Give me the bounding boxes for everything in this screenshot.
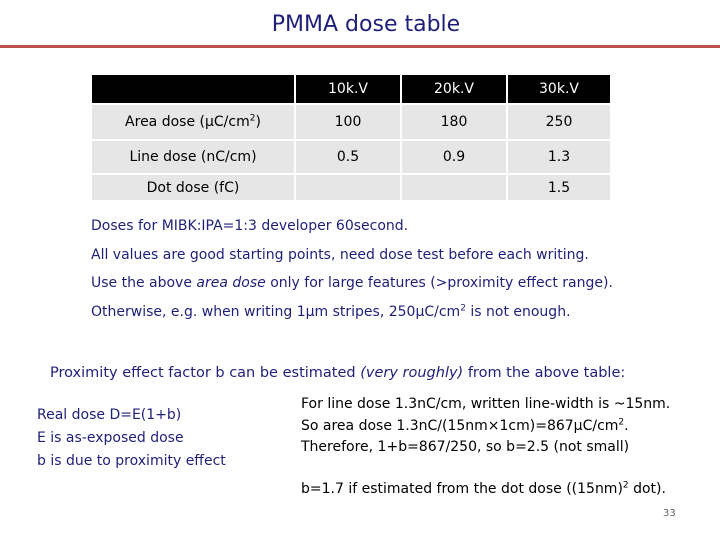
row-label: Dot dose (fC): [92, 175, 294, 200]
table-cell: 0.9: [402, 141, 506, 173]
definition-line: Real dose D=E(1+b): [37, 407, 182, 423]
page-number: 33: [663, 508, 676, 519]
title-divider: [0, 45, 720, 48]
definition-line: E is as-exposed dose: [37, 430, 184, 446]
note-line: Use the above area dose only for large f…: [91, 275, 613, 291]
row-label: Area dose (μC/cm2): [92, 105, 294, 139]
explanation-line: Therefore, 1+b=867/250, so b=2.5 (not sm…: [301, 439, 630, 455]
proximity-heading: Proximity effect factor b can be estimat…: [50, 365, 626, 381]
table-header-cell: [92, 75, 294, 103]
table-cell: [402, 175, 506, 200]
table-header-cell: 20k.V: [402, 75, 506, 103]
note-line: Otherwise, e.g. when writing 1μm stripes…: [91, 302, 571, 320]
row-label: Line dose (nC/cm): [92, 141, 294, 173]
real-dose-definition: Real dose D=E(1+b) E is as-exposed dose …: [37, 404, 226, 473]
notes-block: Doses for MIBK:IPA=1:3 developer 60secon…: [91, 212, 613, 326]
table-header-row: 10k.V 20k.V 30k.V: [92, 75, 610, 103]
dose-table: 10k.V 20k.V 30k.V Area dose (μC/cm2) 100…: [90, 73, 612, 202]
table-cell: 180: [402, 105, 506, 139]
dot-dose-estimate: b=1.7 if estimated from the dot dose ((1…: [301, 480, 666, 497]
definition-line: b is due to proximity effect: [37, 453, 226, 469]
line-dose-explanation: For line dose 1.3nC/cm, written line-wid…: [301, 394, 670, 459]
table-cell: 100: [296, 105, 400, 139]
table-cell: 1.5: [508, 175, 610, 200]
note-line: Doses for MIBK:IPA=1:3 developer 60secon…: [91, 218, 409, 234]
explanation-line: For line dose 1.3nC/cm, written line-wid…: [301, 396, 671, 412]
table-cell: 1.3: [508, 141, 610, 173]
table-cell: 0.5: [296, 141, 400, 173]
table-row: Line dose (nC/cm) 0.5 0.9 1.3: [92, 141, 610, 173]
table-row: Dot dose (fC) 1.5: [92, 175, 610, 200]
table-cell: 250: [508, 105, 610, 139]
note-line: All values are good starting points, nee…: [91, 246, 589, 263]
table-row: Area dose (μC/cm2) 100 180 250: [92, 105, 610, 139]
explanation-line: So area dose 1.3nC/(15nm×1cm)=867μC/cm2.: [301, 416, 629, 434]
table-cell: [296, 175, 400, 200]
page-title: PMMA dose table: [271, 12, 461, 37]
table-header-cell: 30k.V: [508, 75, 610, 103]
table-header-cell: 10k.V: [296, 75, 400, 103]
